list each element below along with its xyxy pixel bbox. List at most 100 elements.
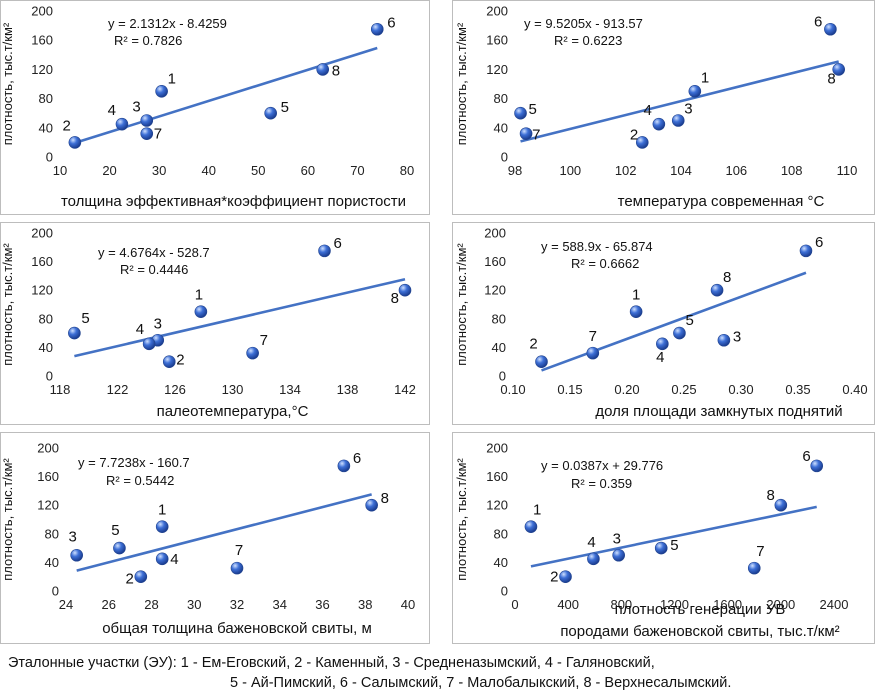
y-tick-label: 40 [494, 120, 508, 135]
y-tick-label: 80 [45, 526, 59, 541]
point-label-3: 3 [132, 99, 140, 116]
point-label-5: 5 [81, 310, 89, 327]
data-point-8 [316, 63, 330, 76]
x-tick-label: 1200 [660, 597, 689, 612]
x-tick-label: 122 [107, 382, 129, 397]
point-label-4: 4 [587, 534, 595, 551]
y-tick-label: 40 [45, 555, 59, 570]
panel-frame [452, 0, 875, 215]
x-tick-label: 30 [152, 163, 166, 178]
y-axis-label: плотность, тыс.т/км² [454, 458, 469, 581]
point-label-6: 6 [802, 448, 810, 465]
y-tick-label: 0 [46, 369, 53, 384]
x-tick-label: 98 [508, 163, 522, 178]
trendline [530, 505, 817, 568]
data-point-6 [810, 459, 824, 473]
point-label-7: 7 [756, 543, 764, 560]
data-point-7 [246, 346, 259, 360]
data-point-8 [365, 498, 378, 512]
x-tick-label: 138 [337, 382, 359, 397]
x-tick-label: 30 [187, 597, 201, 612]
point-label-8: 8 [381, 490, 389, 507]
r-squared: R² = 0.7826 [114, 33, 182, 48]
point-label-4: 4 [170, 551, 178, 568]
panel-frame [0, 222, 430, 425]
data-point-5 [68, 326, 81, 340]
r-squared: R² = 0.5442 [106, 473, 174, 488]
point-label-3: 3 [613, 530, 621, 547]
point-label-8: 8 [766, 487, 774, 504]
point-label-2: 2 [63, 117, 71, 134]
x-axis-label: толщина эффективная*коэффициент пористос… [61, 193, 406, 210]
trend-equation: y = 0.0387x + 29.776 [541, 458, 663, 473]
y-tick-label: 160 [486, 469, 508, 484]
data-point-4 [587, 552, 600, 566]
y-tick-label: 120 [31, 62, 53, 77]
point-label-5: 5 [670, 537, 678, 554]
point-label-1: 1 [701, 69, 709, 86]
legend-line-2: 5 - Ай-Пимский, 6 - Салымский, 7 - Малоб… [230, 675, 732, 691]
y-tick-label: 80 [492, 311, 506, 326]
point-label-6: 6 [387, 14, 395, 31]
trend-equation: y = 588.9x - 65.874 [541, 239, 653, 254]
x-tick-label: 0 [511, 597, 518, 612]
panel-frame [0, 0, 430, 215]
data-point-7 [140, 127, 154, 140]
point-label-3: 3 [69, 528, 77, 545]
y-tick-label: 40 [39, 340, 53, 355]
point-label-1: 1 [632, 287, 640, 304]
y-axis-label: плотность, тыс.т/км² [0, 22, 15, 145]
x-tick-label: 108 [781, 163, 803, 178]
x-tick-label: 130 [222, 382, 244, 397]
y-tick-label: 0 [501, 150, 508, 165]
x-axis-label: плотность генерации УВ [615, 601, 786, 618]
point-label-2: 2 [176, 352, 184, 369]
x-tick-label: 10 [53, 163, 67, 178]
x-axis-label: общая толщина баженовской свиты, м [102, 620, 372, 637]
point-label-5: 5 [281, 99, 289, 116]
data-point-5 [264, 106, 277, 120]
data-point-2 [559, 570, 572, 584]
x-tick-label: 800 [610, 597, 632, 612]
x-tick-label: 32 [230, 597, 244, 612]
y-tick-label: 200 [31, 4, 53, 19]
legend-line-1: Эталонные участки (ЭУ): 1 - Ем-Еговский,… [8, 655, 655, 671]
data-point-4 [142, 337, 156, 351]
trendline [520, 60, 840, 143]
y-axis-label: плотность, тыс.т/км² [454, 22, 469, 145]
y-tick-label: 80 [39, 311, 53, 326]
data-point-2 [535, 355, 548, 369]
y-tick-label: 200 [484, 226, 506, 241]
data-point-2 [162, 355, 176, 369]
data-point-7 [747, 561, 761, 575]
data-point-1 [155, 520, 169, 533]
point-label-5: 5 [685, 312, 693, 329]
x-tick-label: 0.30 [728, 382, 753, 397]
y-tick-label: 200 [486, 441, 508, 456]
data-point-6 [370, 22, 384, 36]
point-label-6: 6 [814, 13, 822, 30]
data-point-2 [635, 136, 649, 149]
trend-equation: y = 9.5205x - 913.57 [524, 16, 643, 31]
y-tick-label: 80 [494, 526, 508, 541]
point-label-2: 2 [125, 571, 133, 588]
chart-panel-4: 0 40 80 120 160 200 0.10 0.15 0.20 0.25 0.30 0.35 0.… [452, 222, 875, 425]
x-axis-label: палеотемпература,°C [157, 403, 309, 420]
data-point-8 [832, 63, 846, 76]
x-tick-label: 100 [559, 163, 581, 178]
y-axis-label: плотность, тыс.т/км² [0, 243, 15, 366]
trend-equation: y = 2.1312x - 8.4259 [108, 16, 227, 31]
x-tick-label: 36 [315, 597, 329, 612]
trendline [74, 277, 406, 358]
x-tick-label: 26 [102, 597, 116, 612]
point-label-3: 3 [154, 315, 162, 332]
point-label-7: 7 [532, 127, 540, 144]
data-point-1 [629, 305, 643, 318]
point-label-4: 4 [656, 349, 664, 366]
chart-panel-1: 0 40 80 120 160 200 10 20 30 40 50 60 70 80 плотность,… [0, 0, 430, 215]
data-point-2 [68, 136, 82, 149]
x-tick-label: 28 [144, 597, 158, 612]
r-squared: R² = 0.6223 [554, 33, 622, 48]
y-tick-label: 120 [486, 498, 508, 513]
